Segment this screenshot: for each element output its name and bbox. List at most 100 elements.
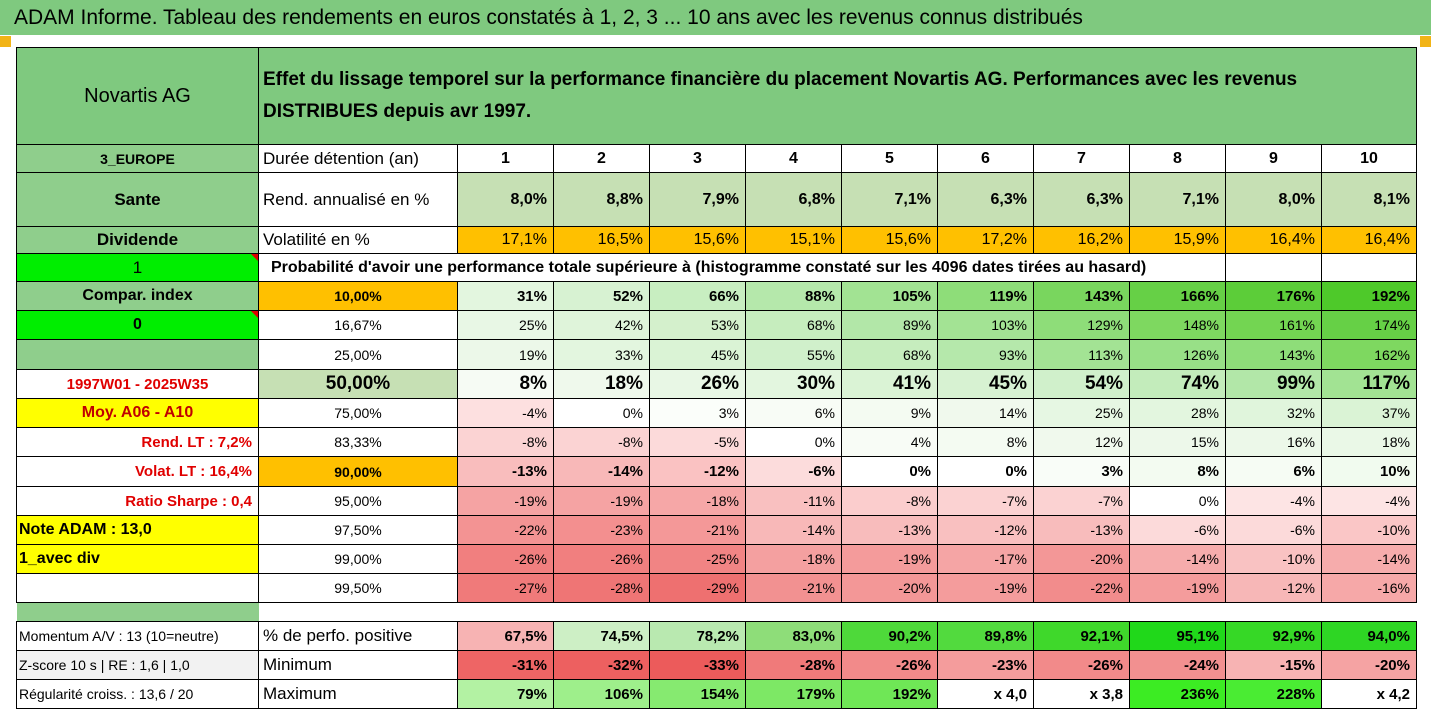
statistic-value: 236% bbox=[1129, 679, 1226, 709]
statistic-label: Maximum bbox=[258, 679, 458, 709]
probability-value: -4% bbox=[1321, 486, 1417, 516]
year-header: 5 bbox=[841, 144, 938, 173]
probability-value: -22% bbox=[1033, 573, 1130, 603]
probability-value: 12% bbox=[1033, 427, 1130, 457]
empty-cell bbox=[1225, 253, 1322, 282]
probability-value: 37% bbox=[1321, 398, 1417, 428]
statistics-row: Momentum A/V : 13 (10=neutre)% de perfo.… bbox=[16, 621, 1417, 651]
probability-header-row: 1 Probabilité d'avoir une performance tot… bbox=[16, 253, 1417, 282]
side-info: Rend. LT : 7,2% bbox=[16, 427, 259, 457]
probability-value: 8% bbox=[937, 427, 1034, 457]
probability-value: -11% bbox=[745, 486, 842, 516]
performance-table: Novartis AG Effet du lissage temporel su… bbox=[16, 47, 1417, 709]
side-info: 0 bbox=[16, 310, 259, 340]
probability-value: 26% bbox=[649, 369, 746, 399]
probability-value: 3% bbox=[649, 398, 746, 428]
statistic-value: 92,9% bbox=[1225, 621, 1322, 651]
annualized-return-value: 8,0% bbox=[457, 172, 554, 227]
statistics-row: Z-score 10 s | RE : 1,6 | 1,0 Minimum -31%… bbox=[16, 650, 1417, 680]
probability-value: 148% bbox=[1129, 310, 1226, 340]
side-dividend: Dividende bbox=[16, 226, 259, 254]
side-flag-1: 1 bbox=[16, 253, 259, 282]
probability-value: 42% bbox=[553, 310, 650, 340]
side-stat: Z-score 10 s | RE : 1,6 | 1,0 bbox=[16, 650, 259, 680]
side-info: Volat. LT : 16,4% bbox=[16, 456, 259, 487]
spacer bbox=[258, 602, 1417, 622]
probability-value: -23% bbox=[553, 515, 650, 545]
statistic-value: -20% bbox=[1321, 650, 1417, 680]
probability-value: -19% bbox=[457, 486, 554, 516]
probability-value: -27% bbox=[457, 573, 554, 603]
statistic-value: -32% bbox=[553, 650, 650, 680]
probability-value: -14% bbox=[1129, 544, 1226, 574]
probability-value: -10% bbox=[1321, 515, 1417, 545]
statistic-value: 192% bbox=[841, 679, 938, 709]
duration-row: 3_EUROPE Durée détention (an) 1 2 3 4 5 6 7 8 9 10 bbox=[16, 144, 1417, 173]
probability-threshold: 99,00% bbox=[258, 544, 458, 574]
probability-threshold: 83,33% bbox=[258, 427, 458, 457]
probability-value: 18% bbox=[1321, 427, 1417, 457]
probability-threshold: 25,00% bbox=[258, 339, 458, 370]
probability-row: 0 16,67% 25% 42% 53% 68% 89% 103% 129% 148% 161% 17… bbox=[16, 310, 1417, 340]
probability-row: Ratio Sharpe : 0,4 95,00% -19% -19% -18% -11%… bbox=[16, 486, 1417, 516]
probability-threshold: 97,50% bbox=[258, 515, 458, 545]
stock-name: Novartis AG bbox=[16, 47, 259, 145]
probability-value: -13% bbox=[841, 515, 938, 545]
statistic-value: x 4,2 bbox=[1321, 679, 1417, 709]
side-info bbox=[16, 573, 259, 603]
probability-value: 162% bbox=[1321, 339, 1417, 370]
year-header: 10 bbox=[1321, 144, 1417, 173]
volatility-value: 15,9% bbox=[1129, 226, 1226, 254]
statistic-value: 78,2% bbox=[649, 621, 746, 651]
statistic-value: -26% bbox=[841, 650, 938, 680]
probability-value: -10% bbox=[1225, 544, 1322, 574]
annualized-return-value: 7,1% bbox=[841, 172, 938, 227]
side-info: Compar. index bbox=[16, 281, 259, 311]
probability-value: 129% bbox=[1033, 310, 1130, 340]
annualized-return-value: 6,8% bbox=[745, 172, 842, 227]
probability-value: 45% bbox=[649, 339, 746, 370]
probability-value: -26% bbox=[457, 544, 554, 574]
probability-threshold: 10,00% bbox=[258, 281, 458, 311]
probability-row: Moy. A06 - A10 75,00% -4% 0% 3% 6% 9% 14% 25% 28%… bbox=[16, 398, 1417, 428]
volatility-value: 16,2% bbox=[1033, 226, 1130, 254]
annualized-return-value: 8,1% bbox=[1321, 172, 1417, 227]
statistic-value: 90,2% bbox=[841, 621, 938, 651]
statistic-value: 95,1% bbox=[1129, 621, 1226, 651]
header-row: Novartis AG Effet du lissage temporel su… bbox=[16, 47, 1417, 145]
probability-value: 6% bbox=[1225, 456, 1322, 487]
volatility-value: 16,5% bbox=[553, 226, 650, 254]
probability-value: 66% bbox=[649, 281, 746, 311]
probability-value: 0% bbox=[937, 456, 1034, 487]
duration-label: Durée détention (an) bbox=[258, 144, 458, 173]
page-title: ADAM Informe. Tableau des rendements en … bbox=[0, 0, 1431, 35]
probability-value: 28% bbox=[1129, 398, 1226, 428]
probability-value: -13% bbox=[1033, 515, 1130, 545]
year-header: 1 bbox=[457, 144, 554, 173]
statistic-value: 83,0% bbox=[745, 621, 842, 651]
probability-row: Rend. LT : 7,2% 83,33% -8% -8% -5% 0% 4% 8% 12% 1… bbox=[16, 427, 1417, 457]
probability-row: 99,50% -27% -28% -29% -21% -20% -19% -22% -19% -1… bbox=[16, 573, 1417, 603]
probability-value: 25% bbox=[457, 310, 554, 340]
volatility-value: 15,1% bbox=[745, 226, 842, 254]
probability-threshold: 75,00% bbox=[258, 398, 458, 428]
probability-value: 103% bbox=[937, 310, 1034, 340]
side-stat: Momentum A/V : 13 (10=neutre) bbox=[16, 621, 259, 651]
probability-value: -4% bbox=[1225, 486, 1322, 516]
probability-value: 25% bbox=[1033, 398, 1130, 428]
probability-value: -18% bbox=[649, 486, 746, 516]
empty-cell bbox=[1321, 253, 1417, 282]
probability-value: 14% bbox=[937, 398, 1034, 428]
probability-value: 30% bbox=[745, 369, 842, 399]
probability-row: 1997W01 - 2025W35 50,00% 8% 18% 26% 30% 41% 45%… bbox=[16, 369, 1417, 399]
probability-threshold: 50,00% bbox=[258, 369, 458, 399]
probability-value: 117% bbox=[1321, 369, 1417, 399]
volatility-value: 17,1% bbox=[457, 226, 554, 254]
probability-value: 88% bbox=[745, 281, 842, 311]
probability-value: 54% bbox=[1033, 369, 1130, 399]
probability-value: -7% bbox=[937, 486, 1034, 516]
statistic-value: 228% bbox=[1225, 679, 1322, 709]
probability-caption: Probabilité d'avoir une performance tota… bbox=[258, 253, 1226, 282]
probability-threshold: 90,00% bbox=[258, 456, 458, 487]
probability-value: -12% bbox=[937, 515, 1034, 545]
